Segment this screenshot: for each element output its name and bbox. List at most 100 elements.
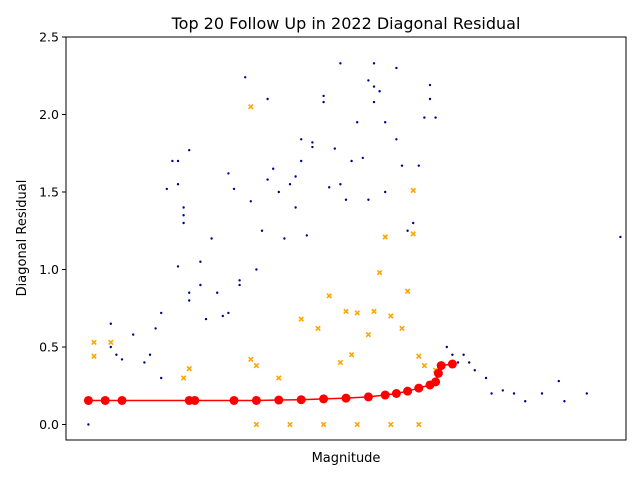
y-axis-label: Diagonal Residual bbox=[15, 180, 30, 297]
data-point bbox=[557, 379, 560, 383]
y-tick-label: 1.5 bbox=[39, 185, 59, 200]
trend-point bbox=[436, 361, 446, 371]
data-point bbox=[176, 159, 180, 163]
data-point bbox=[227, 311, 230, 315]
data-point bbox=[249, 200, 252, 203]
trend-point bbox=[319, 394, 329, 404]
top-point bbox=[248, 103, 254, 110]
top-point bbox=[253, 421, 260, 428]
data-point bbox=[199, 260, 202, 263]
data-point bbox=[283, 237, 286, 240]
data-point bbox=[266, 97, 269, 101]
data-point bbox=[255, 268, 258, 271]
data-point bbox=[294, 206, 297, 209]
trend-point bbox=[117, 395, 127, 405]
trend-point bbox=[296, 395, 306, 405]
data-point bbox=[165, 187, 168, 191]
trend-point bbox=[414, 383, 424, 393]
data-point bbox=[305, 234, 308, 237]
data-point bbox=[182, 214, 185, 217]
data-point bbox=[260, 229, 264, 232]
data-point bbox=[372, 85, 376, 88]
data-point bbox=[328, 186, 331, 189]
top-point bbox=[421, 362, 428, 369]
data-point bbox=[367, 198, 370, 201]
data-point bbox=[227, 172, 230, 175]
top-point bbox=[399, 325, 405, 332]
top-point bbox=[382, 234, 388, 240]
data-point bbox=[322, 94, 325, 98]
data-point bbox=[176, 265, 180, 268]
top-point bbox=[410, 231, 416, 237]
trend-point bbox=[403, 386, 413, 396]
data-point bbox=[484, 376, 488, 380]
trend-point bbox=[431, 377, 441, 387]
data-point bbox=[456, 361, 460, 364]
data-point bbox=[395, 66, 398, 70]
top-point bbox=[315, 325, 321, 332]
trend-point bbox=[190, 395, 200, 405]
top-point bbox=[320, 421, 327, 428]
top-point bbox=[416, 353, 422, 360]
data-point bbox=[417, 164, 420, 167]
data-point bbox=[512, 392, 516, 395]
data-point bbox=[288, 183, 292, 186]
data-point bbox=[344, 198, 348, 201]
data-point bbox=[221, 314, 224, 318]
y-tick-label: 0.5 bbox=[39, 340, 59, 355]
top-point bbox=[410, 187, 416, 194]
y-tick-label: 2.0 bbox=[39, 107, 59, 122]
top-point bbox=[180, 375, 187, 381]
data-point bbox=[540, 392, 544, 395]
series-trend bbox=[83, 359, 457, 405]
data-point bbox=[182, 206, 185, 209]
data-point bbox=[210, 237, 213, 240]
x-axis-label: Magnitude bbox=[312, 451, 381, 466]
data-point bbox=[322, 100, 325, 104]
top-point bbox=[91, 339, 97, 346]
top-point bbox=[416, 421, 422, 428]
top-point bbox=[376, 269, 383, 276]
top-point bbox=[186, 365, 192, 372]
top-point bbox=[248, 356, 254, 363]
data-point bbox=[176, 183, 180, 186]
data-point bbox=[619, 235, 622, 239]
top-point bbox=[354, 421, 360, 428]
data-point bbox=[120, 358, 124, 361]
data-point bbox=[445, 345, 448, 349]
data-point bbox=[372, 100, 376, 104]
data-point bbox=[361, 156, 364, 160]
top-point bbox=[337, 359, 344, 366]
data-point bbox=[143, 361, 146, 364]
data-point bbox=[473, 369, 476, 372]
data-point bbox=[238, 279, 241, 282]
top-point bbox=[343, 308, 349, 315]
data-point bbox=[311, 141, 314, 144]
data-point bbox=[232, 187, 236, 191]
data-point bbox=[490, 392, 493, 395]
data-point bbox=[188, 148, 191, 152]
data-point bbox=[339, 62, 342, 65]
top-point bbox=[298, 316, 304, 322]
top-point bbox=[348, 351, 355, 358]
top-point bbox=[91, 353, 97, 360]
data-point bbox=[333, 147, 336, 150]
trend-point bbox=[83, 395, 93, 405]
top-point bbox=[388, 313, 394, 319]
data-point bbox=[148, 353, 152, 356]
data-point bbox=[451, 353, 454, 356]
top-point bbox=[253, 362, 260, 369]
data-point bbox=[188, 299, 191, 302]
top-point bbox=[388, 421, 394, 428]
top-point bbox=[354, 310, 360, 316]
trend-point bbox=[229, 395, 239, 405]
data-point bbox=[132, 333, 135, 336]
y-tick-label: 2.5 bbox=[39, 30, 59, 45]
y-axis: 0.0 0.5 1.0 1.5 2.0 2.5 bbox=[39, 30, 66, 432]
data-point bbox=[115, 353, 118, 356]
top-point bbox=[326, 293, 332, 299]
data-point bbox=[188, 291, 191, 294]
top-point bbox=[404, 288, 411, 294]
trend-point bbox=[447, 359, 457, 369]
